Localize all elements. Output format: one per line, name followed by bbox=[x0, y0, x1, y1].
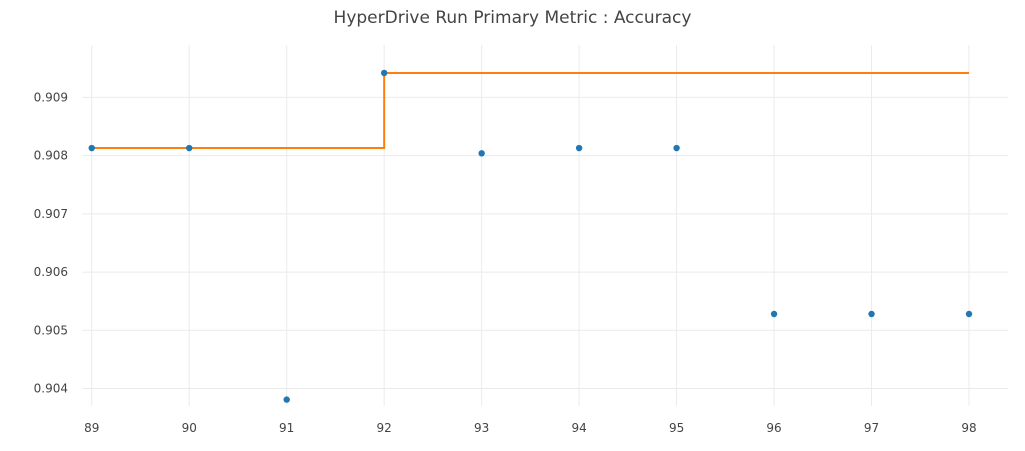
series-layer bbox=[88, 69, 973, 403]
x-tick-label: 96 bbox=[766, 421, 781, 435]
chart-title: HyperDrive Run Primary Metric : Accuracy bbox=[333, 8, 692, 28]
x-tick-label: 97 bbox=[864, 421, 879, 435]
x-tick-label: 98 bbox=[961, 421, 976, 435]
x-tick-label: 95 bbox=[669, 421, 684, 435]
data-point[interactable] bbox=[868, 310, 875, 318]
data-point[interactable] bbox=[965, 310, 973, 318]
y-gridlines bbox=[82, 96, 1008, 390]
y-tick-label: 0.909 bbox=[34, 90, 68, 104]
data-point[interactable] bbox=[478, 150, 485, 157]
data-point[interactable] bbox=[380, 69, 388, 77]
y-tick-label: 0.904 bbox=[34, 382, 68, 396]
x-axis-ticks: 89 90 91 92 93 94 95 96 97 98 bbox=[84, 421, 977, 435]
best-metric-step-line bbox=[91, 71, 970, 150]
y-tick-label: 0.906 bbox=[34, 265, 68, 279]
x-gridlines bbox=[91, 45, 970, 406]
data-point[interactable] bbox=[283, 396, 290, 403]
x-tick-label: 91 bbox=[279, 421, 294, 435]
x-tick-label: 94 bbox=[571, 421, 586, 435]
data-point[interactable] bbox=[88, 144, 95, 152]
data-point[interactable] bbox=[575, 144, 583, 152]
data-point[interactable] bbox=[770, 310, 778, 318]
data-point[interactable] bbox=[186, 144, 193, 152]
y-tick-label: 0.905 bbox=[34, 323, 68, 337]
y-tick-label: 0.908 bbox=[34, 149, 68, 163]
y-tick-label: 0.907 bbox=[34, 207, 68, 221]
x-tick-label: 92 bbox=[377, 421, 392, 435]
data-point[interactable] bbox=[673, 144, 680, 152]
x-tick-label: 93 bbox=[474, 421, 489, 435]
y-axis-ticks: 0.904 0.905 0.906 0.907 0.908 0.909 bbox=[34, 90, 68, 395]
x-tick-label: 89 bbox=[84, 421, 99, 435]
x-tick-label: 90 bbox=[182, 421, 197, 435]
